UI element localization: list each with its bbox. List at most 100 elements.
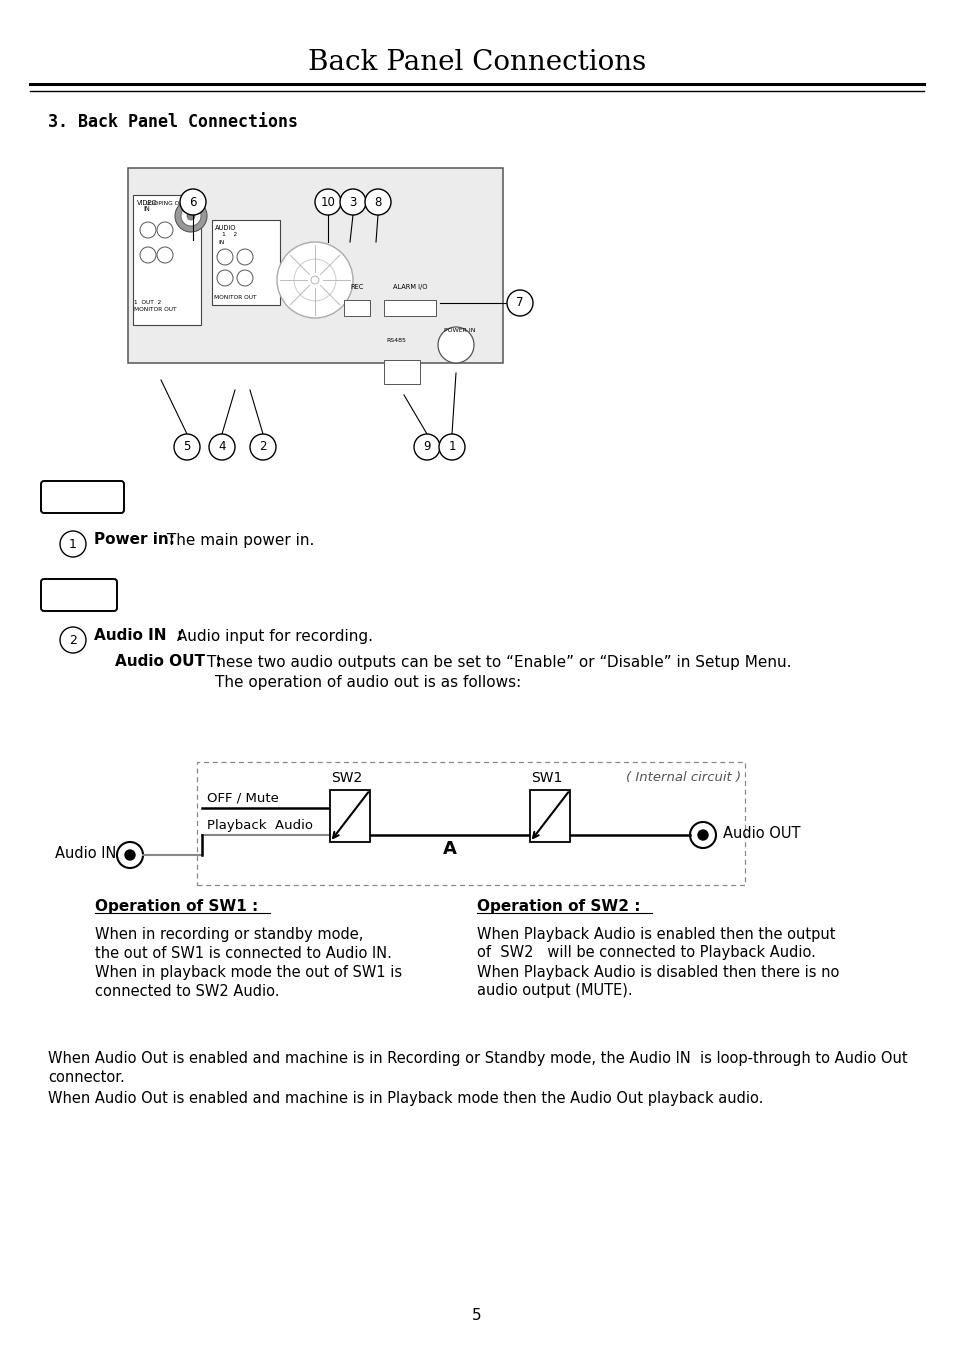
Circle shape xyxy=(437,327,474,363)
Circle shape xyxy=(506,290,533,316)
Text: the out of SW1 is connected to Audio IN.: the out of SW1 is connected to Audio IN. xyxy=(95,946,392,961)
Bar xyxy=(128,168,502,363)
Bar xyxy=(344,300,370,316)
Text: 2: 2 xyxy=(69,634,77,647)
Text: MONITOR OUT: MONITOR OUT xyxy=(213,295,256,300)
Text: A: A xyxy=(442,840,456,858)
Text: POWER IN: POWER IN xyxy=(443,328,475,332)
Text: connector.: connector. xyxy=(48,1070,125,1085)
Text: MONITOR OUT: MONITOR OUT xyxy=(133,307,176,312)
Text: 2: 2 xyxy=(259,440,267,454)
FancyBboxPatch shape xyxy=(41,580,117,611)
Text: of  SW2   will be connected to Playback Audio.: of SW2 will be connected to Playback Aud… xyxy=(476,946,815,961)
Text: Operation of SW2 :: Operation of SW2 : xyxy=(476,898,639,913)
Bar xyxy=(384,300,436,316)
Text: 5: 5 xyxy=(472,1309,481,1324)
Text: VIDEO: VIDEO xyxy=(137,200,157,205)
Text: Operation of SW1 :: Operation of SW1 : xyxy=(95,898,258,913)
Text: When Audio Out is enabled and machine is in Recording or Standby mode, the Audio: When Audio Out is enabled and machine is… xyxy=(48,1051,906,1066)
Circle shape xyxy=(414,434,439,459)
Bar xyxy=(196,762,744,885)
Circle shape xyxy=(117,842,143,867)
Text: When Audio Out is enabled and machine is in Playback mode then the Audio Out pla: When Audio Out is enabled and machine is… xyxy=(48,1090,762,1105)
Bar xyxy=(330,790,370,842)
Text: AUDIO: AUDIO xyxy=(51,588,107,603)
Circle shape xyxy=(60,531,86,557)
Text: When Playback Audio is disabled then there is no: When Playback Audio is disabled then the… xyxy=(476,965,839,979)
Text: 6: 6 xyxy=(189,196,196,208)
Bar xyxy=(384,359,419,384)
Circle shape xyxy=(236,249,253,265)
Text: Power in:: Power in: xyxy=(94,532,174,547)
Text: Audio IN  :: Audio IN : xyxy=(94,628,183,643)
Circle shape xyxy=(187,212,194,220)
Circle shape xyxy=(216,270,233,286)
Text: 1: 1 xyxy=(69,538,77,550)
Text: 1  OUT  2: 1 OUT 2 xyxy=(133,300,161,305)
Circle shape xyxy=(294,259,335,301)
Text: 3: 3 xyxy=(349,196,356,208)
Text: 1    2: 1 2 xyxy=(222,232,237,236)
Circle shape xyxy=(689,821,716,848)
Text: When Playback Audio is enabled then the output: When Playback Audio is enabled then the … xyxy=(476,927,835,942)
Text: AUDIO: AUDIO xyxy=(214,226,236,231)
Circle shape xyxy=(365,189,391,215)
Circle shape xyxy=(180,189,206,215)
Text: These two audio outputs can be set to “Enable” or “Disable” in Setup Menu.: These two audio outputs can be set to “E… xyxy=(202,654,791,670)
Text: OFF / Mute: OFF / Mute xyxy=(207,792,278,804)
Circle shape xyxy=(157,222,172,238)
Text: connected to SW2 Audio.: connected to SW2 Audio. xyxy=(95,984,279,998)
Text: 5: 5 xyxy=(183,440,191,454)
Text: Audio input for recording.: Audio input for recording. xyxy=(172,628,373,643)
Circle shape xyxy=(174,200,207,232)
Text: The main power in.: The main power in. xyxy=(162,532,314,547)
Bar xyxy=(212,220,280,305)
Circle shape xyxy=(698,830,707,840)
Circle shape xyxy=(173,434,200,459)
Text: REC: REC xyxy=(350,284,363,290)
Bar xyxy=(132,195,201,326)
Bar xyxy=(530,790,569,842)
Circle shape xyxy=(181,205,201,226)
Circle shape xyxy=(250,434,275,459)
Circle shape xyxy=(125,850,135,861)
Text: 3. Back Panel Connections: 3. Back Panel Connections xyxy=(48,113,297,131)
Circle shape xyxy=(60,627,86,653)
Text: 8: 8 xyxy=(374,196,381,208)
Text: 10: 10 xyxy=(320,196,335,208)
Text: IN: IN xyxy=(218,240,224,245)
Text: 1: 1 xyxy=(448,440,456,454)
Circle shape xyxy=(140,222,156,238)
Text: RS485: RS485 xyxy=(386,338,405,343)
Text: Audio OUT  :: Audio OUT : xyxy=(115,654,221,670)
Circle shape xyxy=(314,189,340,215)
Text: IN: IN xyxy=(143,205,150,212)
Text: LOOPING OUT: LOOPING OUT xyxy=(147,201,188,205)
Circle shape xyxy=(140,247,156,263)
Text: SW2: SW2 xyxy=(331,771,362,785)
Circle shape xyxy=(157,247,172,263)
Text: ALARM I/O: ALARM I/O xyxy=(393,284,427,290)
Circle shape xyxy=(236,270,253,286)
Text: SW1: SW1 xyxy=(531,771,561,785)
Text: The operation of audio out is as follows:: The operation of audio out is as follows… xyxy=(214,674,520,689)
Circle shape xyxy=(339,189,366,215)
Text: 9: 9 xyxy=(423,440,431,454)
Text: When in recording or standby mode,: When in recording or standby mode, xyxy=(95,927,363,942)
Text: POWER: POWER xyxy=(51,489,113,504)
Circle shape xyxy=(311,276,318,284)
Circle shape xyxy=(209,434,234,459)
Circle shape xyxy=(438,434,464,459)
Text: Audio IN: Audio IN xyxy=(55,846,116,861)
FancyBboxPatch shape xyxy=(41,481,124,513)
Circle shape xyxy=(276,242,353,317)
Text: 7: 7 xyxy=(516,296,523,309)
Text: Audio OUT: Audio OUT xyxy=(722,825,800,840)
Circle shape xyxy=(216,249,233,265)
Text: audio output (MUTE).: audio output (MUTE). xyxy=(476,984,632,998)
Text: 4: 4 xyxy=(218,440,226,454)
Text: Back Panel Connections: Back Panel Connections xyxy=(308,49,645,76)
Text: When in playback mode the out of SW1 is: When in playback mode the out of SW1 is xyxy=(95,965,402,979)
Text: Playback  Audio: Playback Audio xyxy=(207,819,313,831)
Text: ( Internal circuit ): ( Internal circuit ) xyxy=(625,771,740,785)
